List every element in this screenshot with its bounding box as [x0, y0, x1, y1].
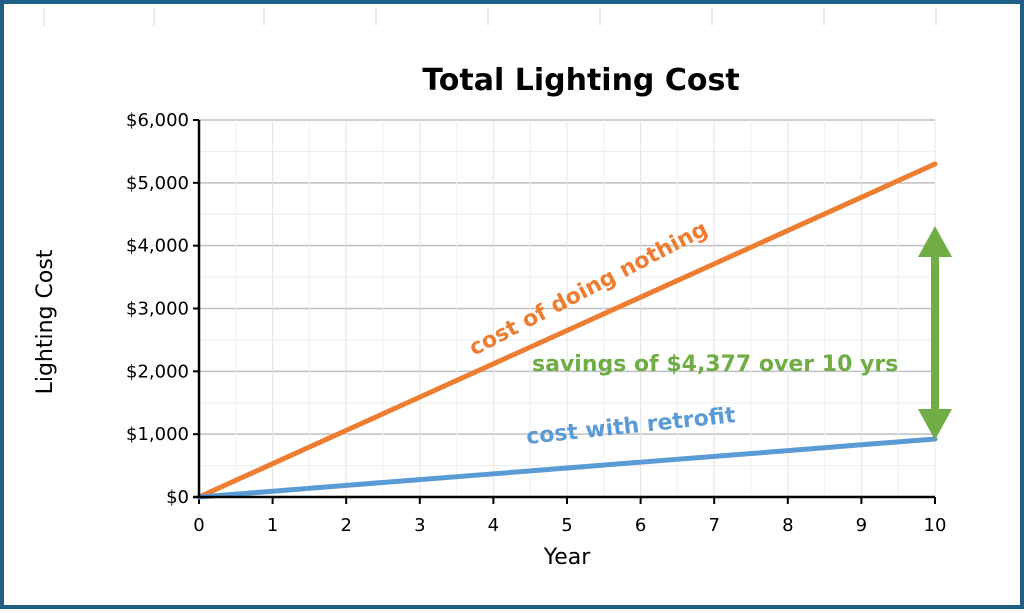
x-tick-label: 3	[414, 515, 425, 536]
x-tick-label: 8	[782, 515, 793, 536]
y-tick-label: $2,000	[126, 361, 189, 382]
chart-title: Total Lighting Cost	[422, 63, 739, 98]
x-tick-label: 10	[924, 515, 947, 536]
x-tick-label: 9	[856, 515, 867, 536]
x-tick-label: 6	[635, 515, 646, 536]
x-tick-label: 2	[340, 515, 351, 536]
x-axis-ticks: 0 1 2 3 4 5 6 7 8 9 10	[193, 497, 946, 536]
chart-area	[14, 26, 1018, 598]
x-axis-title: Year	[543, 545, 592, 570]
y-tick-label: $6,000	[126, 110, 189, 131]
axes	[193, 120, 935, 499]
x-tick-label: 4	[488, 515, 499, 536]
y-tick-label: $4,000	[126, 236, 189, 257]
y-tick-label: $0	[166, 487, 189, 508]
y-tick-label: $1,000	[126, 424, 189, 445]
annotation-savings: savings of $4,377 over 10 yrs	[532, 352, 898, 377]
savings-arrow	[918, 226, 952, 440]
spreadsheet-background	[43, 8, 937, 26]
y-axis-ticks: $0 $1,000 $2,000 $3,000 $4,000 $5,000 $6,000	[126, 110, 199, 508]
y-tick-label: $5,000	[126, 173, 189, 194]
x-tick-label: 1	[267, 515, 278, 536]
y-tick-label: $3,000	[126, 299, 189, 320]
series-group	[196, 161, 938, 500]
x-tick-label: 5	[561, 515, 572, 536]
x-tick-label: 7	[708, 515, 719, 536]
line-chart: Total Lighting Cost $0 $1,000 $2,000 $3,000…	[14, 8, 1018, 598]
series-line-cost-with-retrofit	[196, 436, 938, 500]
series-line-cost-of-doing-nothing	[196, 161, 938, 500]
y-axis-title: Lighting Cost	[33, 249, 58, 394]
x-tick-label: 0	[193, 515, 204, 536]
